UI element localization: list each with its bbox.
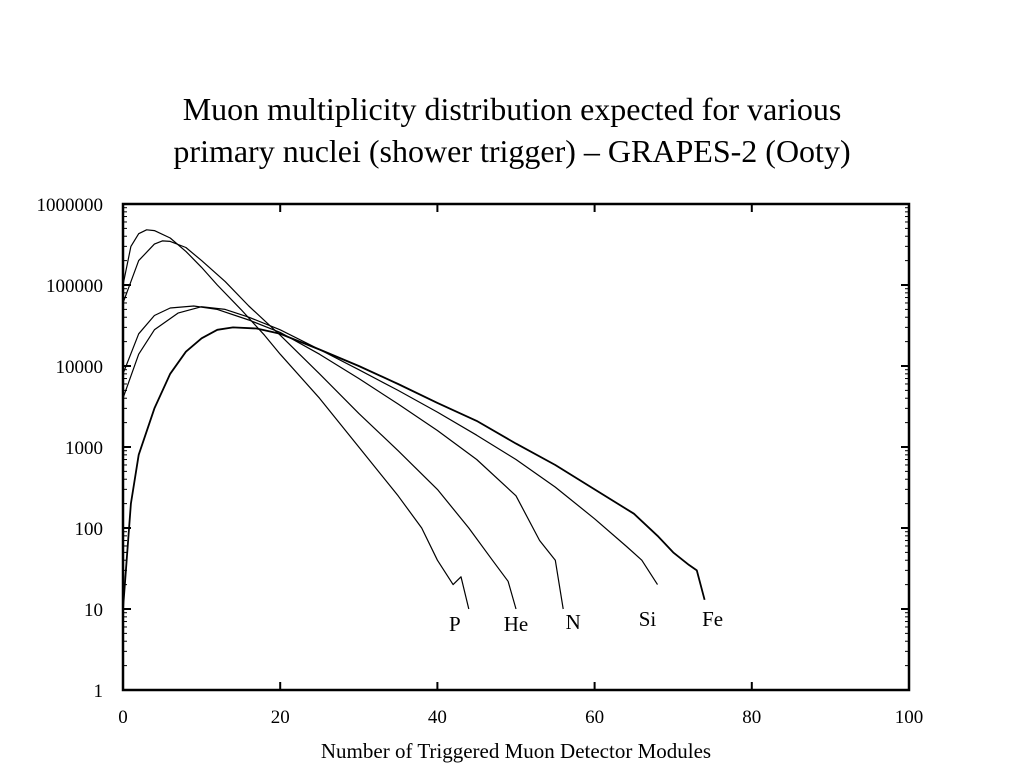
y-tick-label: 1000000: [37, 195, 104, 216]
x-tick-label: 80: [742, 707, 761, 728]
series-label-fe: Fe: [702, 607, 723, 631]
series-label-n: N: [566, 610, 581, 634]
y-tick-label: 1: [94, 681, 104, 702]
slide-title-line-1: Muon multiplicity distribution expected …: [182, 91, 842, 127]
y-tick-label: 100: [75, 519, 104, 540]
y-tick-label: 10000: [56, 357, 104, 378]
slide-title-line-2: primary nuclei (shower trigger) – GRAPES…: [173, 133, 851, 169]
y-tick-labels: 1 10 100 1000 10000 100000 1000000: [37, 195, 104, 702]
series-label-he: He: [504, 612, 529, 636]
y-tick-label: 100000: [46, 276, 103, 297]
x-tick-label: 100: [895, 707, 924, 728]
x-tick-labels: 0 20 40 60 80 100: [118, 707, 923, 728]
x-tick-label: 60: [585, 707, 604, 728]
y-tick-label: 1000: [65, 438, 103, 459]
series-line-si: [122, 306, 659, 585]
slide-title: Muon multiplicity distribution expected …: [0, 88, 1024, 172]
series-label-si: Si: [639, 607, 657, 631]
series-line-p: [122, 229, 470, 610]
series-labels: P He N Si Fe: [449, 607, 723, 636]
series-label-p: P: [449, 612, 461, 636]
x-axis-title: Number of Triggered Muon Detector Module…: [321, 739, 711, 763]
series-line-fe: [122, 326, 706, 610]
y-tick-label: 10: [84, 600, 103, 621]
tick-marks: [122, 203, 910, 691]
x-tick-label: 20: [271, 707, 290, 728]
x-tick-label: 0: [118, 707, 128, 728]
series-line-n: [122, 305, 564, 610]
series-line-he: [122, 240, 517, 610]
series-lines: [122, 229, 706, 610]
x-tick-label: 40: [428, 707, 447, 728]
